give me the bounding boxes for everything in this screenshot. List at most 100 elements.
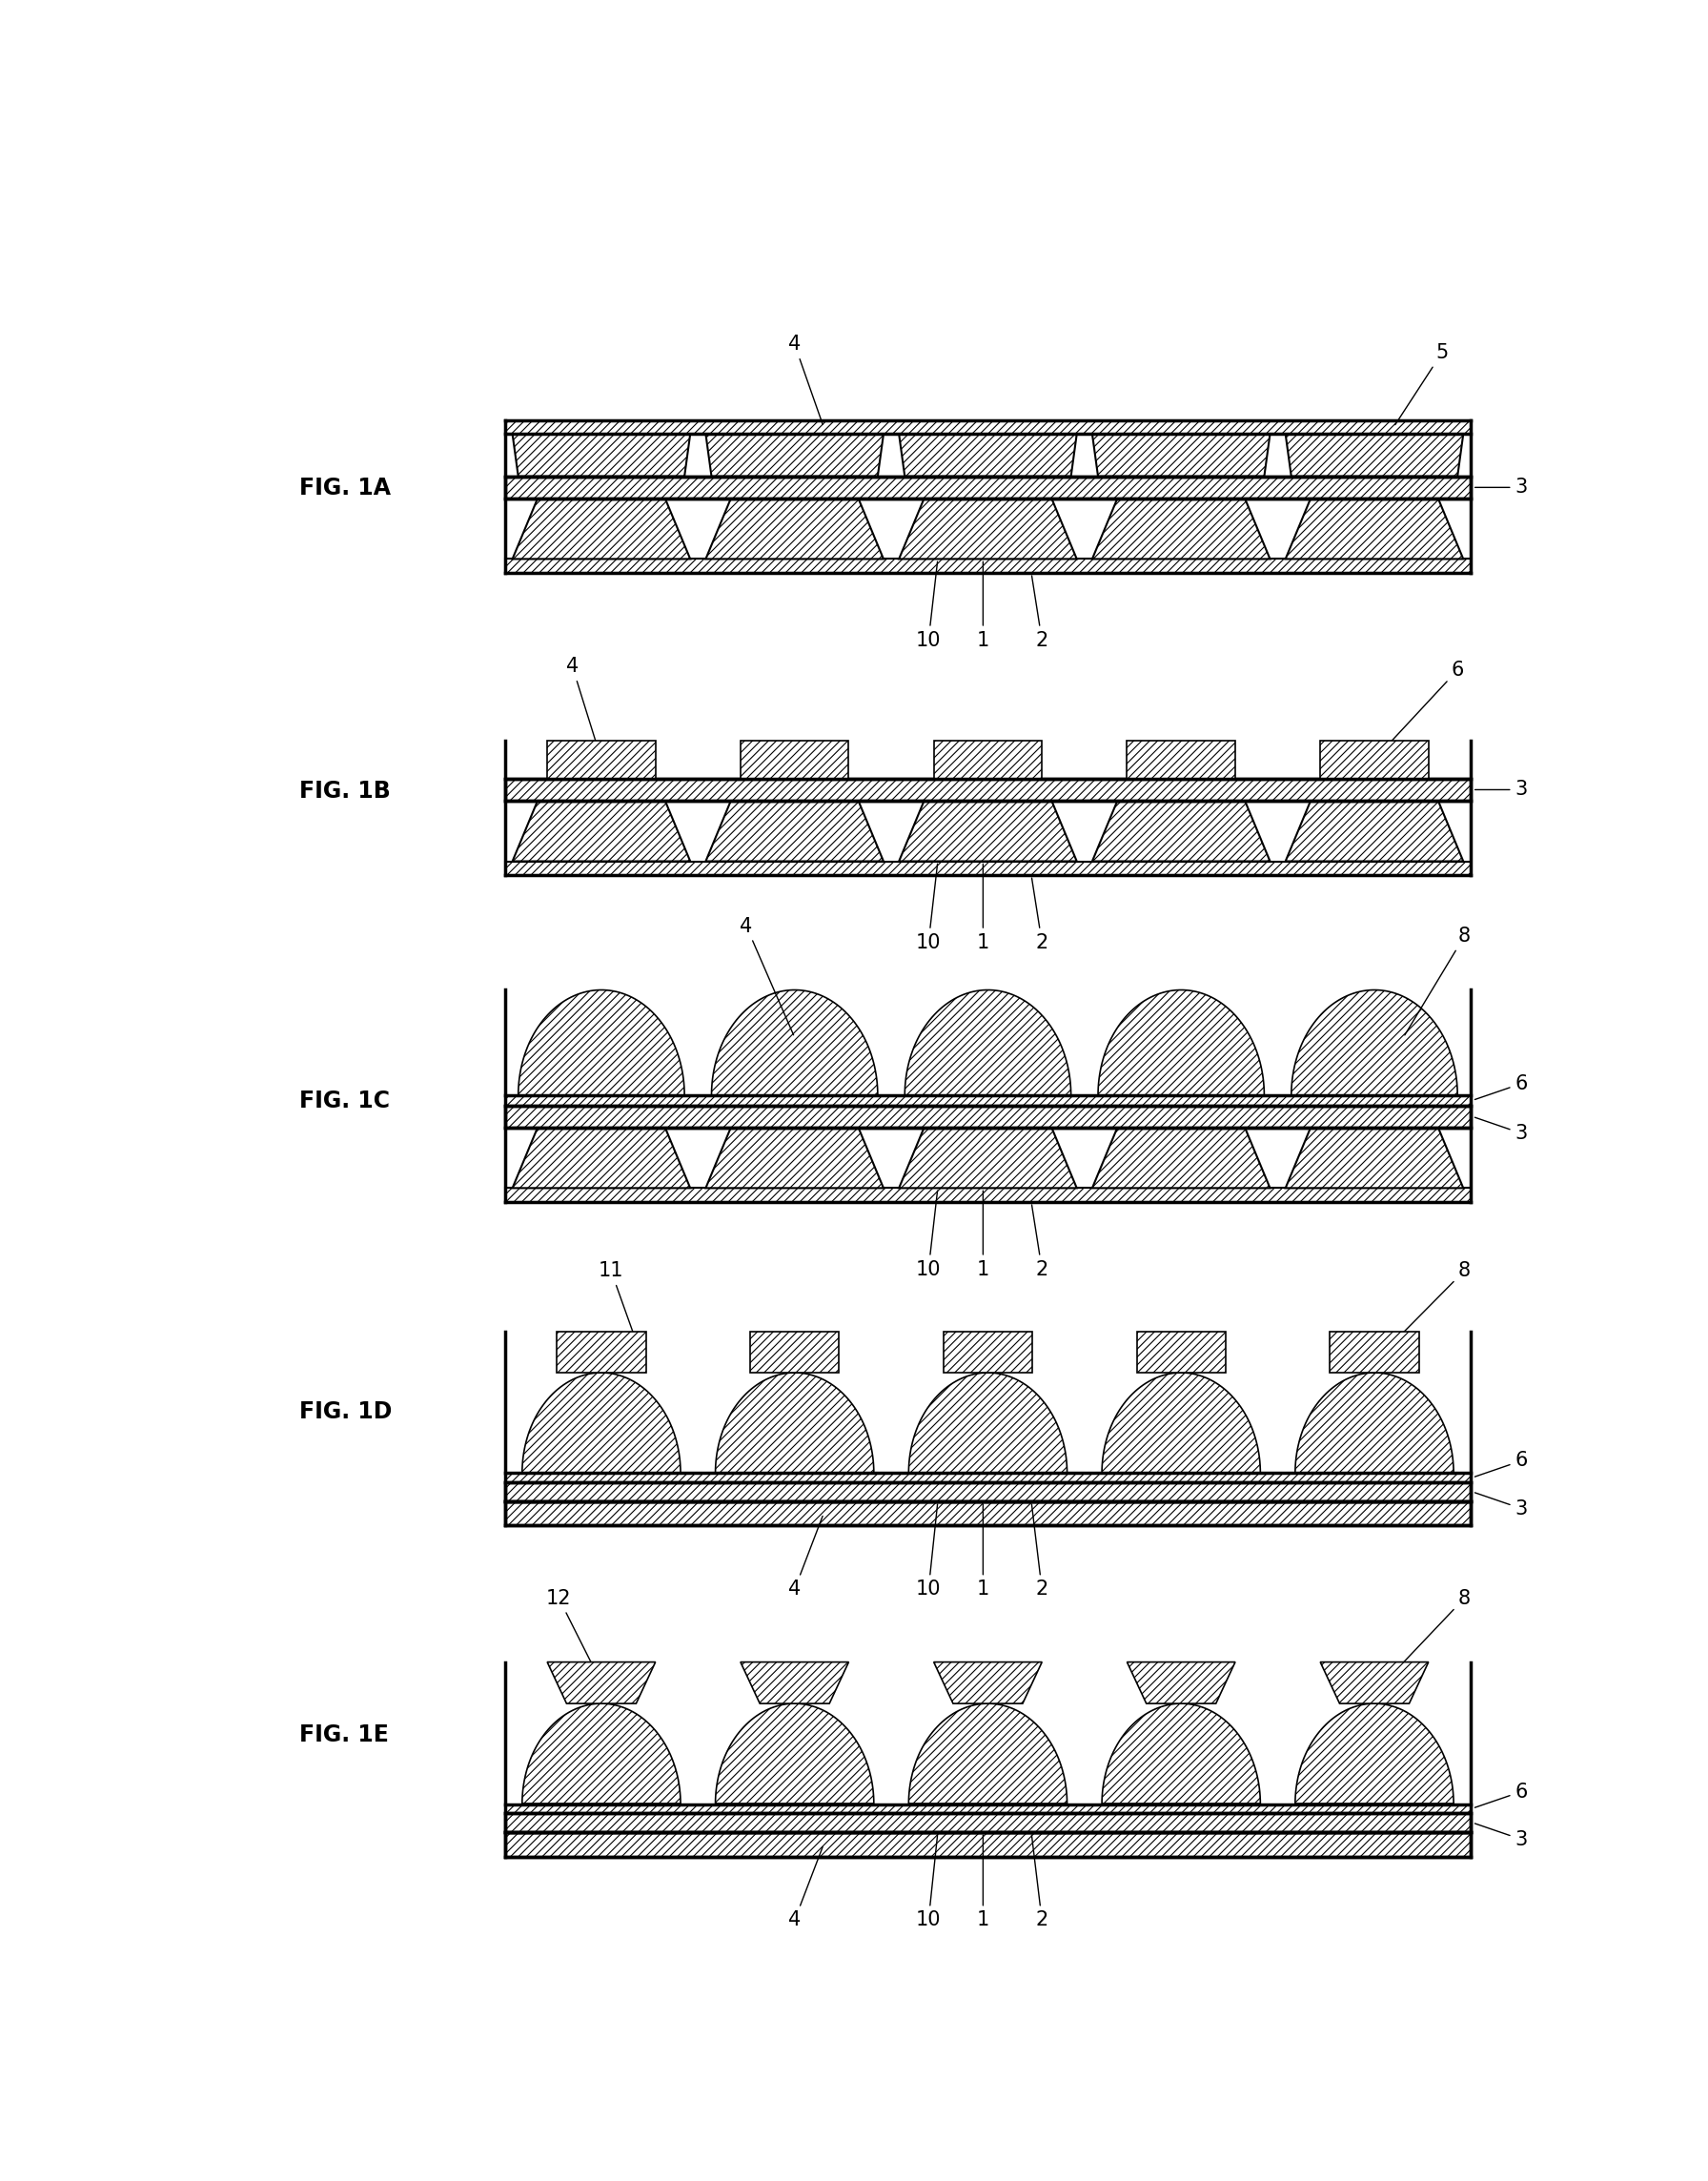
Polygon shape [1091,434,1271,475]
Text: 5: 5 [1395,342,1448,425]
Text: 6: 6 [1474,1073,1527,1099]
Polygon shape [1291,990,1457,1095]
Polygon shape [1286,434,1464,475]
Text: FIG. 1C: FIG. 1C [299,1090,389,1112]
Text: FIG. 1A: FIG. 1A [299,478,391,499]
Polygon shape [1127,1662,1235,1703]
Polygon shape [1286,499,1464,558]
Text: FIG. 1D: FIG. 1D [299,1400,393,1424]
Text: 2: 2 [1032,1834,1049,1930]
Polygon shape [898,800,1076,861]
Polygon shape [909,1372,1068,1472]
Text: 4: 4 [740,916,794,1036]
Text: 4: 4 [789,1516,823,1599]
Polygon shape [1091,800,1271,861]
Bar [506,1832,1471,1856]
Text: 6: 6 [1474,1450,1527,1477]
Polygon shape [898,1128,1076,1189]
Polygon shape [512,1128,690,1189]
Polygon shape [1286,800,1464,861]
Bar [506,779,1471,800]
Text: FIG. 1B: FIG. 1B [299,779,391,803]
Polygon shape [512,499,690,558]
Bar [557,1330,646,1372]
Text: 3: 3 [1474,1117,1527,1143]
Text: 10: 10 [915,1191,941,1278]
Text: 10: 10 [915,561,941,650]
Polygon shape [1102,1703,1261,1804]
Polygon shape [898,434,1076,475]
Text: 10: 10 [915,1834,941,1930]
Text: 2: 2 [1032,879,1049,953]
Text: 11: 11 [598,1261,639,1350]
Polygon shape [1098,990,1264,1095]
Text: 10: 10 [915,1505,941,1599]
Bar [506,1481,1471,1501]
Bar [506,861,1471,875]
Bar [943,1330,1032,1372]
Bar [506,1189,1471,1202]
Bar [750,1330,839,1372]
Bar [506,421,1471,434]
Polygon shape [705,1128,883,1189]
Text: 6: 6 [1474,1782,1527,1808]
Text: 3: 3 [1476,478,1527,497]
Bar [506,1812,1471,1832]
Polygon shape [909,1703,1068,1804]
Bar [506,1106,1471,1128]
Polygon shape [1295,1372,1454,1472]
Polygon shape [1102,1372,1261,1472]
Text: 3: 3 [1476,781,1527,798]
Text: 1: 1 [977,1191,989,1278]
Polygon shape [934,1662,1042,1703]
Bar [506,1095,1471,1106]
Polygon shape [1286,1128,1464,1189]
Polygon shape [523,1703,680,1804]
Polygon shape [905,990,1071,1095]
Text: 4: 4 [789,336,823,425]
Text: 1: 1 [977,563,989,650]
Polygon shape [705,499,883,558]
Bar [1127,739,1235,779]
Bar [506,1804,1471,1812]
Bar [547,739,656,779]
Text: 8: 8 [1404,927,1471,1036]
Text: 1: 1 [977,1834,989,1930]
Text: 8: 8 [1385,1261,1471,1350]
Polygon shape [512,800,690,861]
Bar [934,739,1042,779]
Text: 2: 2 [1032,576,1049,650]
Polygon shape [1320,1662,1428,1703]
Polygon shape [898,499,1076,558]
Polygon shape [1091,499,1271,558]
Polygon shape [518,990,685,1095]
Text: 3: 3 [1474,1823,1527,1849]
Polygon shape [705,434,883,475]
Bar [741,739,849,779]
Bar [1138,1330,1226,1372]
Text: 6: 6 [1377,661,1464,757]
Text: 4: 4 [565,656,601,757]
Text: 8: 8 [1385,1588,1471,1682]
Polygon shape [1295,1703,1454,1804]
Bar [506,558,1471,574]
Text: 1: 1 [977,864,989,953]
Bar [1331,1330,1419,1372]
Polygon shape [741,1662,849,1703]
Text: 12: 12 [547,1588,600,1679]
Polygon shape [547,1662,656,1703]
Text: 10: 10 [915,864,941,953]
Text: 1: 1 [977,1505,989,1599]
Polygon shape [1091,1128,1271,1189]
Polygon shape [705,800,883,861]
Text: 2: 2 [1032,1204,1049,1278]
Text: 3: 3 [1474,1492,1527,1518]
Bar [506,1501,1471,1527]
Polygon shape [712,990,878,1095]
Polygon shape [716,1703,874,1804]
Polygon shape [716,1372,874,1472]
Text: 4: 4 [789,1847,823,1930]
Bar [506,1472,1471,1481]
Text: 2: 2 [1032,1505,1049,1599]
Text: FIG. 1E: FIG. 1E [299,1723,389,1747]
